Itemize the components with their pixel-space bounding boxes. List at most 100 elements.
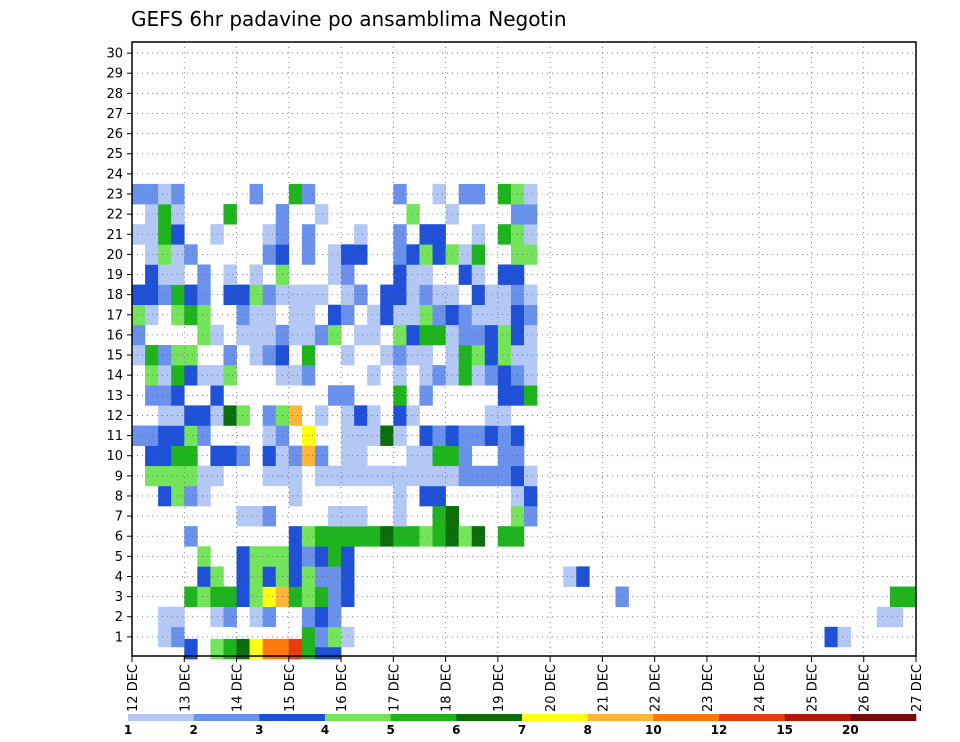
heatmap-cell xyxy=(288,183,303,205)
y-tick-label: 11 xyxy=(106,429,123,444)
heatmap-cell xyxy=(471,465,486,487)
heatmap-cell xyxy=(197,586,211,607)
heatmap-cell xyxy=(432,526,446,547)
colorbar-label: 2 xyxy=(189,723,197,737)
heatmap-cell xyxy=(314,626,329,648)
heatmap-cell xyxy=(497,405,512,426)
heatmap-cell xyxy=(158,425,172,446)
heatmap-cell xyxy=(380,425,394,446)
heatmap-cell xyxy=(497,264,512,285)
heatmap-cell xyxy=(301,344,316,366)
y-tick-label: 14 xyxy=(106,369,123,384)
heatmap-cell xyxy=(432,465,446,487)
heatmap-cell xyxy=(406,445,420,467)
colorbar-label: 12 xyxy=(711,723,728,737)
heatmap-cell xyxy=(301,566,316,587)
heatmap-cell xyxy=(889,606,904,628)
heatmap-cell xyxy=(524,304,538,326)
x-tick-label: 13 DEC xyxy=(178,664,193,712)
heatmap-cell xyxy=(380,304,394,326)
heatmap-cell xyxy=(328,264,342,285)
colorbar-label: 15 xyxy=(776,723,793,737)
heatmap-cell xyxy=(328,506,342,527)
heatmap-cell xyxy=(367,526,381,547)
heatmap-cell xyxy=(354,526,368,547)
colorbar-label: 20 xyxy=(842,723,859,737)
heatmap-cell xyxy=(471,365,486,386)
heatmap-cell xyxy=(223,344,237,366)
heatmap-cell xyxy=(249,264,263,285)
heatmap-cell xyxy=(249,638,263,660)
heatmap-cell xyxy=(223,638,237,660)
heatmap-cell xyxy=(314,526,329,547)
heatmap-cell xyxy=(288,365,303,386)
heatmap-cell xyxy=(236,638,250,660)
heatmap-cell xyxy=(249,344,263,366)
x-tick-label: 12 DEC xyxy=(126,664,141,712)
heatmap-cell xyxy=(328,324,342,346)
heatmap-cell xyxy=(236,304,250,326)
heatmap-cell xyxy=(158,365,172,386)
heatmap-cell xyxy=(497,465,512,487)
heatmap-cell xyxy=(132,344,146,366)
colorbar-segment xyxy=(522,714,588,721)
heatmap-cell xyxy=(236,445,250,467)
heatmap-cell xyxy=(393,244,407,265)
heatmap-cell xyxy=(236,324,250,346)
heatmap-cell xyxy=(288,638,303,660)
heatmap-cell xyxy=(419,264,433,285)
heatmap-cell xyxy=(393,324,407,346)
heatmap-cell xyxy=(145,183,159,205)
heatmap-cell xyxy=(288,405,303,426)
heatmap-cell xyxy=(393,506,407,527)
heatmap-cell xyxy=(197,465,211,487)
heatmap-cell xyxy=(367,324,381,346)
heatmap-cell xyxy=(262,566,277,587)
heatmap-cell xyxy=(497,385,512,406)
x-tick-label: 22 DEC xyxy=(649,664,664,712)
heatmap-cell xyxy=(314,284,329,306)
y-tick-label: 5 xyxy=(115,550,123,565)
heatmap-cell xyxy=(328,244,342,265)
heatmap-cell xyxy=(184,526,198,547)
heatmap-cell xyxy=(393,465,407,487)
heatmap-cell xyxy=(354,284,368,306)
heatmap-cell xyxy=(314,546,329,567)
heatmap-cell xyxy=(288,284,303,306)
heatmap-cell xyxy=(393,405,407,426)
heatmap-cell xyxy=(249,284,263,306)
x-tick-label: 23 DEC xyxy=(701,664,716,712)
heatmap-cell xyxy=(367,365,381,386)
heatmap-cell xyxy=(406,264,420,285)
heatmap-cell xyxy=(223,365,237,386)
heatmap-cell xyxy=(197,365,211,386)
heatmap-cell xyxy=(524,365,538,386)
heatmap-cell xyxy=(145,264,159,285)
heatmap-cell xyxy=(367,465,381,487)
heatmap-cell xyxy=(406,204,420,225)
heatmap-cell xyxy=(223,586,237,607)
heatmap-cell xyxy=(524,224,538,245)
y-tick-label: 19 xyxy=(106,268,123,283)
heatmap-cell xyxy=(458,445,473,467)
heatmap-cell xyxy=(132,183,146,205)
heatmap-cell xyxy=(471,425,486,446)
heatmap-cell xyxy=(563,566,577,587)
heatmap-cell xyxy=(249,586,263,607)
heatmap-cell xyxy=(145,284,159,306)
heatmap-cell xyxy=(197,304,211,326)
heatmap-cell xyxy=(158,284,172,306)
y-tick-label: 29 xyxy=(106,67,123,82)
heatmap-cell xyxy=(458,324,473,346)
colorbar-label: 7 xyxy=(518,723,526,737)
heatmap-cell xyxy=(484,344,499,366)
y-tick-label: 20 xyxy=(106,248,123,263)
heatmap-cell xyxy=(249,566,263,587)
heatmap-cell xyxy=(262,304,277,326)
heatmap-cell xyxy=(197,405,211,426)
heatmap-cell xyxy=(158,183,172,205)
heatmap-cell xyxy=(262,224,277,245)
heatmap-cell xyxy=(876,606,891,628)
heatmap-cell xyxy=(236,405,250,426)
y-tick-label: 10 xyxy=(106,449,123,464)
